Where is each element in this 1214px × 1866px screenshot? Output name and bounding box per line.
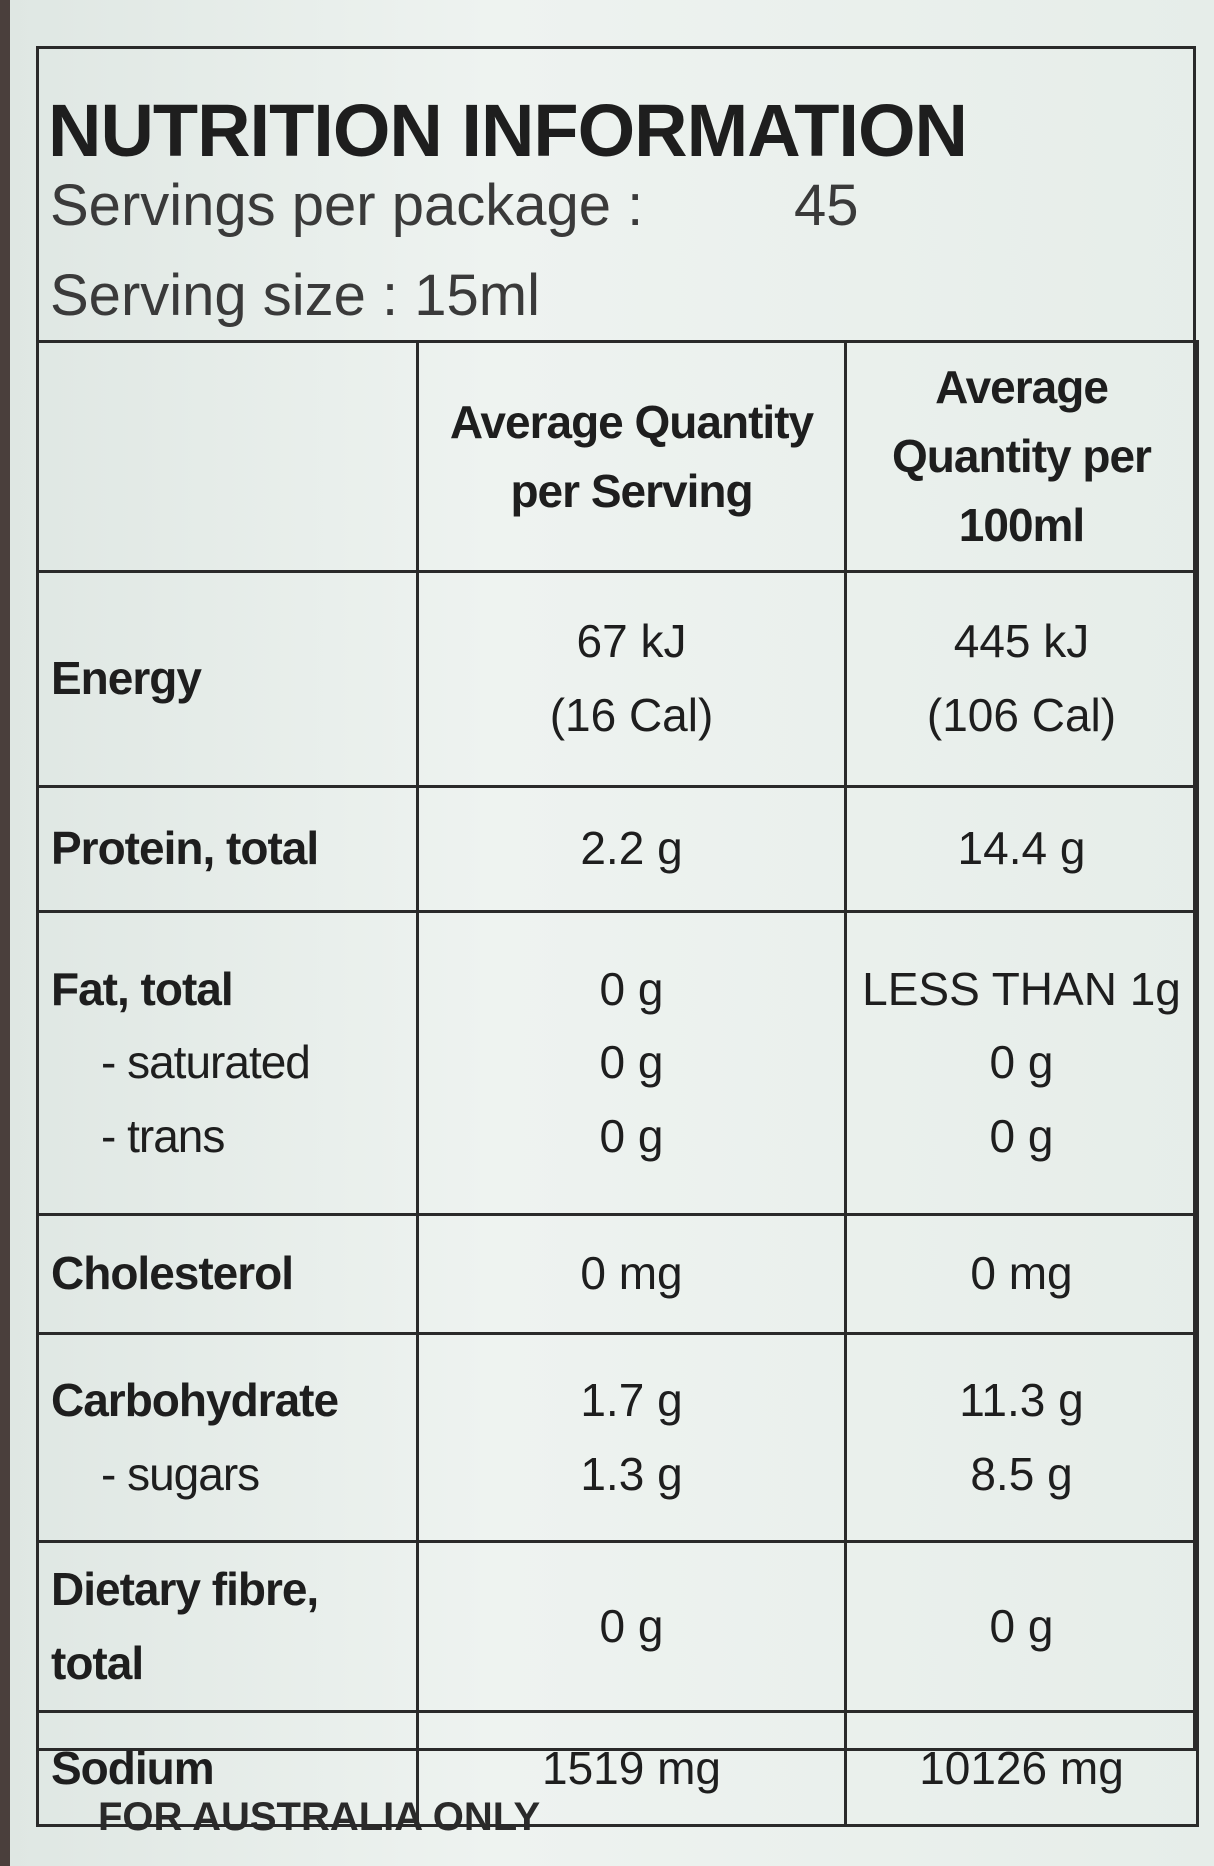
- row: Energy 67 kJ (16 Cal) 445 kJ (106 Cal): [36, 570, 1199, 788]
- header-cell: Average Quantity per Serving: [416, 340, 847, 573]
- quantity: 0 g: [599, 1599, 664, 1652]
- quantity: 0 g: [989, 1599, 1054, 1652]
- quantity: 14.4 g: [957, 822, 1086, 875]
- nutrient-name: Protein, total: [51, 822, 319, 875]
- nutrient-cell: Cholesterol: [36, 1213, 419, 1335]
- quantity: 445 kJ: [953, 615, 1090, 668]
- nutrient-name: - trans: [101, 1109, 225, 1162]
- nutrition-table: Average Quantity per Serving Average Qua…: [36, 340, 1199, 1828]
- value-cell: 11.3 g 8.5 g: [844, 1332, 1199, 1543]
- value-cell: 67 kJ (16 Cal): [416, 570, 847, 788]
- quantity: 67 kJ: [576, 615, 687, 668]
- quantity: 0 g: [599, 962, 664, 1015]
- quantity: 1.3 g: [580, 1447, 683, 1500]
- row: Carbohydrate - sugars 1.7 g 1.3 g 11.3 g 8.5 …: [36, 1332, 1199, 1543]
- header-cell: [36, 340, 419, 573]
- quantity: (106 Cal): [926, 689, 1117, 741]
- value-cell: 0 mg: [416, 1213, 847, 1335]
- nutrient-cell: Sodium: [36, 1710, 419, 1828]
- row: Protein, total 2.2 g 14.4 g: [36, 785, 1199, 913]
- value-cell: 2.2 g: [416, 785, 847, 913]
- quantity: 1519 mg: [541, 1741, 721, 1794]
- serving-size: Serving size : 15ml: [50, 263, 540, 328]
- quantity: 10126 mg: [919, 1741, 1124, 1794]
- quantity: 0 mg: [580, 1247, 683, 1300]
- nutrient-cell: Energy: [36, 570, 419, 788]
- nutrient-name: Energy: [51, 652, 202, 705]
- quantity: LESS THAN 1g: [862, 962, 1181, 1015]
- value-cell: 1.7 g 1.3 g: [416, 1332, 847, 1543]
- quantity: 11.3 g: [959, 1373, 1084, 1426]
- quantity: 1.7 g: [580, 1373, 683, 1426]
- value-cell: 1519 mg: [416, 1710, 847, 1828]
- value-cell: 0 g 0 g 0 g: [416, 910, 847, 1216]
- servings-label: Servings per package :: [50, 173, 644, 238]
- row: Dietary fibre, total 0 g 0 g: [36, 1539, 1199, 1714]
- quantity: 0 g: [989, 1109, 1054, 1162]
- header-cell: Average Quantity per 100ml: [844, 340, 1199, 573]
- nutrient-cell: Carbohydrate - sugars: [36, 1332, 419, 1543]
- quantity: 8.5 g: [970, 1447, 1073, 1500]
- row: Sodium 1519 mg 10126 mg: [36, 1710, 1199, 1828]
- quantity: 0 g: [989, 1036, 1054, 1089]
- nutrient-cell: Dietary fibre, total: [36, 1539, 419, 1714]
- footer: FOR AUSTRALIA ONLY: [98, 1795, 541, 1839]
- title: NUTRITION INFORMATION: [48, 89, 968, 172]
- header-row: Average Quantity per Serving Average Qua…: [36, 340, 1199, 573]
- value-cell: 0 mg: [844, 1213, 1199, 1335]
- quantity: (16 Cal): [549, 689, 714, 741]
- value-cell: LESS THAN 1g 0 g 0 g: [844, 910, 1199, 1216]
- value-cell: 445 kJ (106 Cal): [844, 570, 1199, 788]
- nutrient-name: - sugars: [101, 1447, 260, 1500]
- nutrient-name: Fat, total: [51, 962, 234, 1015]
- nutrient-name: Cholesterol: [51, 1247, 294, 1300]
- row: Cholesterol 0 mg 0 mg: [36, 1213, 1199, 1335]
- servings-value: 45: [794, 173, 859, 238]
- value-cell: 0 g: [844, 1539, 1199, 1714]
- nutrient-name: Sodium: [51, 1741, 215, 1794]
- quantity: 2.2 g: [580, 822, 683, 875]
- nutrient-name: Dietary fibre, total: [51, 1563, 319, 1689]
- label: NUTRITION INFORMATION Servings per packa…: [10, 0, 1214, 1866]
- nutrient-name: - saturated: [101, 1036, 311, 1089]
- quantity: 0 g: [599, 1036, 664, 1089]
- value-cell: 14.4 g: [844, 785, 1199, 913]
- value-cell: 10126 mg: [844, 1710, 1199, 1828]
- quantity: 0 mg: [970, 1247, 1073, 1300]
- nutrient-cell: Fat, total - saturated - trans: [36, 910, 419, 1216]
- nutrient-name: Carbohydrate: [51, 1373, 339, 1426]
- nutrient-cell: Protein, total: [36, 785, 419, 913]
- quantity: 0 g: [599, 1109, 664, 1162]
- value-cell: 0 g: [416, 1539, 847, 1714]
